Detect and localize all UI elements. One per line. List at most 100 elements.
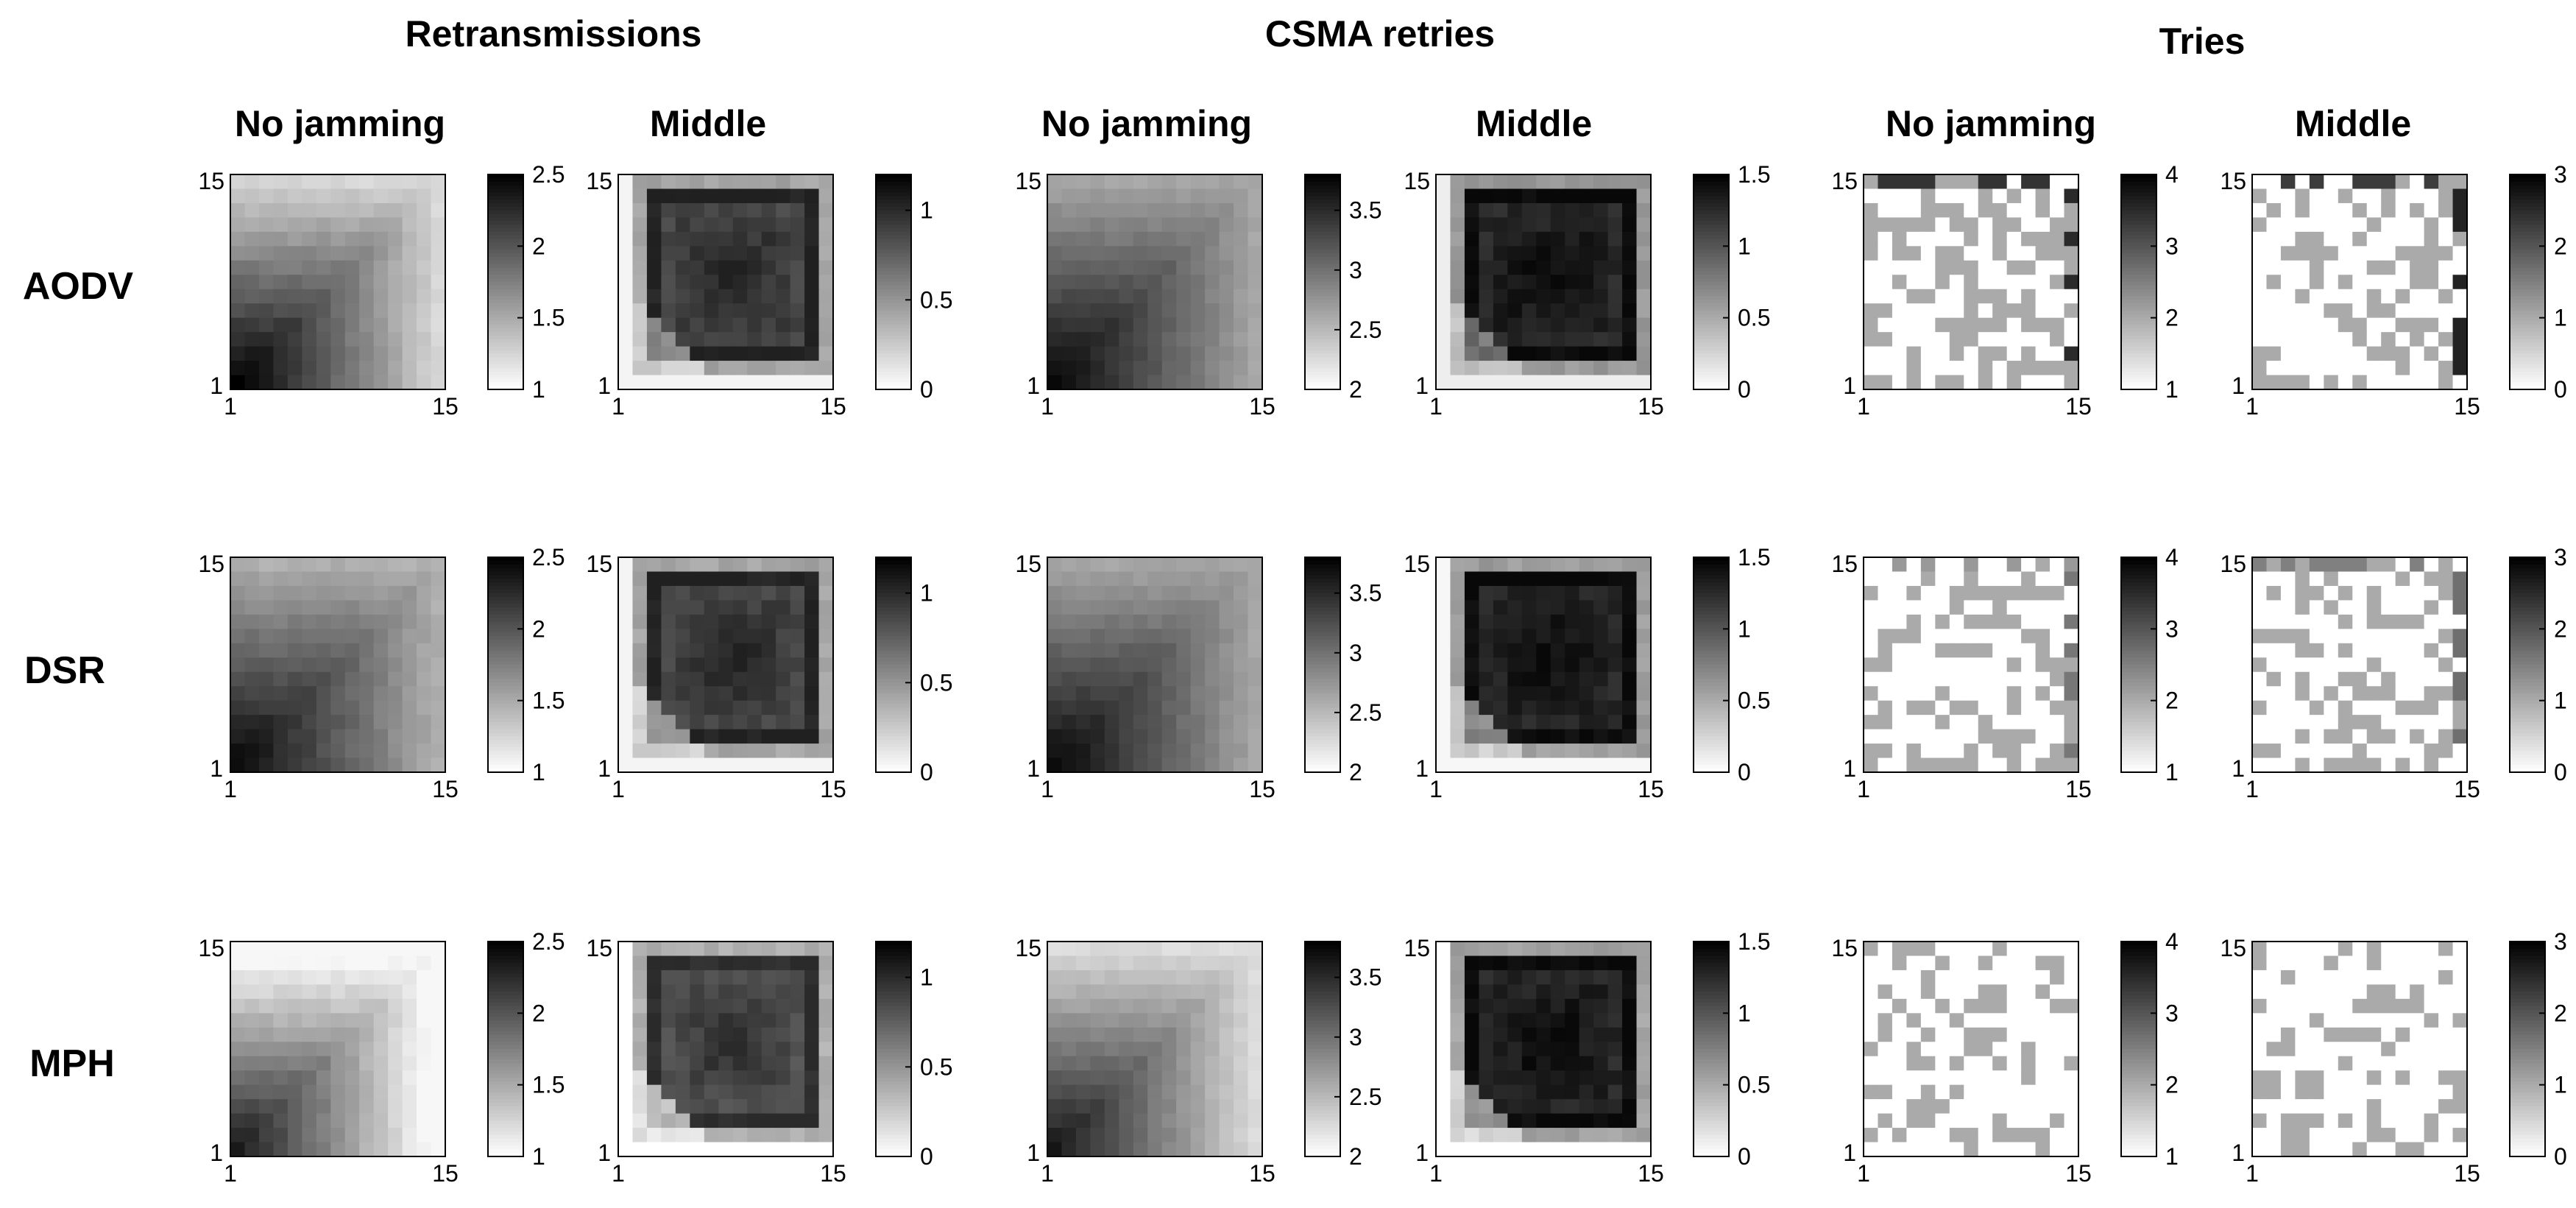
x-tick-label: 1 xyxy=(612,1160,625,1187)
heatmap-cell xyxy=(359,700,375,716)
heatmap-cell xyxy=(1234,275,1249,290)
heatmap-cell xyxy=(230,1142,246,1157)
heatmap-cell xyxy=(1536,332,1551,347)
heatmap-cell xyxy=(1090,998,1105,1014)
heatmap-cell xyxy=(230,998,246,1014)
colorbar-step xyxy=(1694,1120,1729,1125)
colorbar-step xyxy=(488,1017,523,1021)
heatmap-cell xyxy=(747,757,762,773)
colorbar-step xyxy=(2121,181,2156,186)
heatmap-cell xyxy=(1892,1013,1907,1028)
heatmap-cell xyxy=(1436,1113,1451,1128)
heatmap-cell xyxy=(1949,231,1964,247)
heatmap-cell xyxy=(273,217,289,233)
heatmap-cell xyxy=(718,289,734,304)
heatmap-cell xyxy=(1061,174,1077,190)
heatmap-cell xyxy=(761,217,776,233)
colorbar-step xyxy=(1694,696,1729,702)
colorbar-tick-label: 2.5 xyxy=(532,544,565,571)
heatmap-cell xyxy=(2424,671,2439,687)
heatmap-cell xyxy=(2064,743,2079,759)
heatmap-cell xyxy=(2280,600,2296,615)
heatmap-cell xyxy=(2309,729,2324,744)
heatmap-cell xyxy=(1593,217,1609,233)
colorbar-step xyxy=(876,625,911,629)
heatmap-cell xyxy=(1133,686,1148,702)
colorbar-step xyxy=(876,646,911,651)
heatmap-cell xyxy=(1450,956,1465,971)
colorbar-step xyxy=(876,614,911,619)
heatmap-cell xyxy=(1864,231,1879,247)
heatmap-cell xyxy=(1521,984,1537,1000)
heatmap-cell xyxy=(632,686,648,702)
heatmap-cell xyxy=(632,998,648,1014)
colorbar-step xyxy=(1694,600,1729,604)
heatmap-cell xyxy=(1104,984,1119,1000)
colorbar-step xyxy=(1305,984,1340,989)
heatmap-cell xyxy=(1949,375,1964,390)
colorbar-step xyxy=(1694,1038,1729,1042)
heatmap-cell xyxy=(1521,1099,1537,1115)
heatmap-cell xyxy=(373,956,389,971)
colorbar-step xyxy=(1305,1088,1340,1092)
x-tick-label: 1 xyxy=(1041,776,1054,802)
heatmap-cell xyxy=(1133,1056,1148,1071)
heatmap-cell xyxy=(230,1070,246,1086)
heatmap-cell xyxy=(1147,614,1163,629)
row-label-dsr: DSR xyxy=(24,649,105,692)
heatmap-cell xyxy=(2395,600,2410,615)
colorbar-step xyxy=(1694,579,1729,583)
heatmap-cell xyxy=(316,188,331,204)
heatmap-cell xyxy=(1507,557,1523,573)
heatmap-cell xyxy=(704,289,719,304)
heatmap-cell xyxy=(330,600,346,615)
colorbar-step xyxy=(2510,364,2545,369)
heatmap-cell xyxy=(1935,231,1950,247)
heatmap-cell xyxy=(1248,289,1263,304)
colorbar-step xyxy=(1305,969,1340,975)
colorbar-step xyxy=(876,575,911,579)
heatmap-cell xyxy=(258,700,274,716)
heatmap-cell xyxy=(732,275,748,290)
heatmap-cell xyxy=(761,571,776,587)
heatmap-cell xyxy=(747,1128,762,1143)
heatmap-cell xyxy=(690,289,705,304)
colorbar-step xyxy=(488,264,523,269)
colorbar-step xyxy=(1694,1149,1729,1154)
heatmap-cell xyxy=(2424,361,2439,376)
colorbar-step xyxy=(2121,761,2156,766)
heatmap-cell xyxy=(2352,629,2368,644)
colorbar-step xyxy=(876,607,911,612)
heatmap-cell xyxy=(330,361,346,376)
heatmap-cell xyxy=(790,700,805,716)
heatmap-cell xyxy=(1190,1113,1206,1128)
colorbar-step xyxy=(1694,1049,1729,1053)
heatmap-cell xyxy=(776,671,791,687)
heatmap-cell xyxy=(244,346,260,361)
heatmap-cell xyxy=(244,246,260,261)
heatmap-cell xyxy=(1507,715,1523,730)
heatmap-cell xyxy=(1536,629,1551,644)
colorbar-step xyxy=(2510,336,2545,340)
colorbar-step xyxy=(1305,1149,1340,1154)
colorbar-step xyxy=(1305,1095,1340,1100)
colorbar-step xyxy=(1694,246,1729,250)
heatmap-cell xyxy=(1119,984,1134,1000)
heatmap-cell xyxy=(273,1070,289,1086)
heatmap-cell xyxy=(776,614,791,629)
heatmap-cell xyxy=(1636,202,1652,218)
colorbar-step xyxy=(488,973,523,978)
heatmap-cell xyxy=(1436,984,1451,1000)
colorbar-step xyxy=(2121,275,2156,279)
colorbar-step xyxy=(2510,253,2545,258)
heatmap-cell xyxy=(1133,956,1148,971)
heatmap-cell xyxy=(1579,1084,1594,1100)
heatmap-cell xyxy=(1579,629,1594,644)
colorbar-step xyxy=(1305,1067,1340,1071)
heatmap-cell xyxy=(1479,600,1494,615)
heatmap-cell xyxy=(258,757,274,773)
colorbar-step xyxy=(488,235,523,240)
heatmap-cell xyxy=(1864,346,1879,361)
heatmap-cell xyxy=(1622,984,1638,1000)
heatmap-cell xyxy=(1161,629,1177,644)
